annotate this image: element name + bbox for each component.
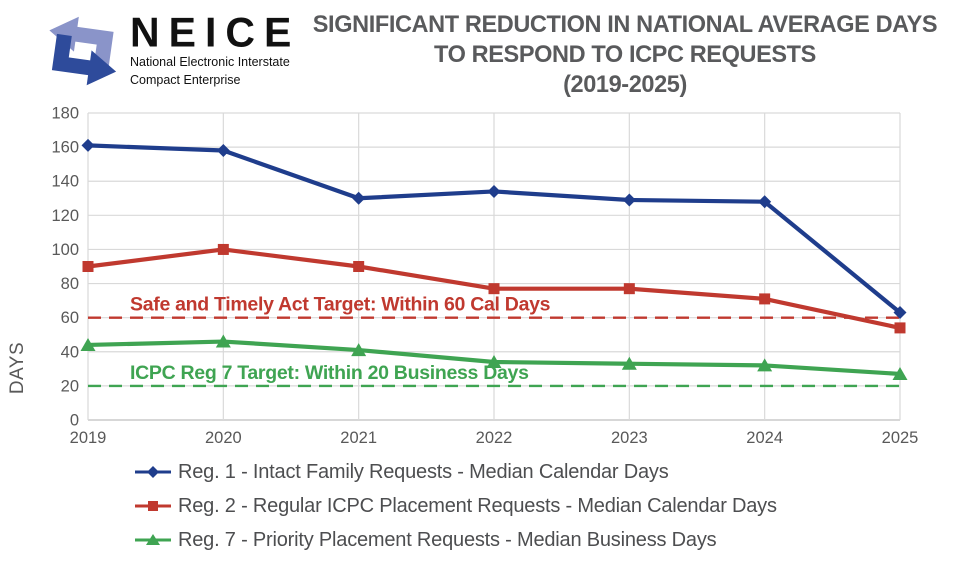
y-axis-ticks: 0 20 40 60 80 100 120 140 160 180 xyxy=(51,105,79,430)
neice-logo: NEICE National Electronic Interstate Com… xyxy=(38,6,300,94)
svg-text:2022: 2022 xyxy=(476,429,513,447)
chart-title: SIGNIFICANT REDUCTION IN NATIONAL AVERAG… xyxy=(292,10,958,100)
reference-line-label: ICPC Reg 7 Target: Within 20 Business Da… xyxy=(130,362,529,384)
svg-text:80: 80 xyxy=(61,275,79,293)
svg-text:40: 40 xyxy=(61,343,79,361)
svg-text:120: 120 xyxy=(51,207,79,225)
logo-wordmark: NEICE xyxy=(130,8,301,56)
chart-title-line1: SIGNIFICANT REDUCTION IN NATIONAL AVERAG… xyxy=(312,11,938,38)
legend-label-reg7: Reg. 7 - Priority Placement Requests - M… xyxy=(178,528,717,551)
logo-text: NEICE National Electronic Interstate Com… xyxy=(130,8,301,88)
x-axis-ticks: 2019 2020 2021 2022 2023 2024 2025 xyxy=(70,429,919,447)
reference-line: Safe and Timely Act Target: Within 60 Ca… xyxy=(88,294,900,319)
header: NEICE National Electronic Interstate Com… xyxy=(0,0,974,102)
legend-line-diamond-icon xyxy=(135,466,171,478)
svg-text:2023: 2023 xyxy=(611,429,648,447)
line-chart: 0 20 40 60 80 100 120 140 160 180 2019 2020 2021 2022… xyxy=(51,105,919,448)
svg-text:160: 160 xyxy=(51,139,79,157)
logo-arrow-light-head xyxy=(49,16,79,52)
series-1 xyxy=(81,138,907,320)
reference-line: ICPC Reg 7 Target: Within 20 Business Da… xyxy=(88,362,900,388)
chart-title-line3: (2019-2025) xyxy=(563,71,687,98)
svg-text:0: 0 xyxy=(70,412,79,430)
series-3 xyxy=(80,334,908,380)
svg-text:2019: 2019 xyxy=(70,429,107,447)
interlocking-arrows-icon xyxy=(49,16,117,86)
svg-text:2021: 2021 xyxy=(340,429,377,447)
svg-text:60: 60 xyxy=(61,309,79,327)
logo-subtitle-line1: National Electronic Interstate xyxy=(130,55,290,69)
legend-item-reg7: Reg. 7 - Priority Placement Requests - M… xyxy=(134,523,777,557)
svg-text:2024: 2024 xyxy=(746,429,783,447)
series-2 xyxy=(82,243,906,334)
svg-text:20: 20 xyxy=(61,377,79,395)
y-axis-title: DAYS xyxy=(7,341,28,395)
svg-text:2020: 2020 xyxy=(205,429,242,447)
logo-arrow-dark-head xyxy=(86,50,117,86)
legend-line-square-icon xyxy=(135,501,171,511)
logo-arrow-dark-shaft xyxy=(51,33,93,76)
svg-text:100: 100 xyxy=(51,241,79,259)
legend-item-reg1: Reg. 1 - Intact Family Requests - Median… xyxy=(134,455,777,489)
logo-arrow-light-shaft xyxy=(72,26,114,69)
reference-line-label: Safe and Timely Act Target: Within 60 Ca… xyxy=(130,294,551,316)
logo-subtitle-line2: Compact Enterprise xyxy=(130,73,241,87)
svg-text:180: 180 xyxy=(51,105,79,123)
chart-area: 0 20 40 60 80 100 120 140 160 180 2019 2020 2021 2022… xyxy=(0,105,974,455)
chart-title-line2: TO RESPOND TO ICPC REQUESTS xyxy=(434,41,816,68)
legend-label-reg1: Reg. 1 - Intact Family Requests - Median… xyxy=(178,460,669,483)
legend-label-reg2: Reg. 2 - Regular ICPC Placement Requests… xyxy=(178,494,777,517)
legend-item-reg2: Reg. 2 - Regular ICPC Placement Requests… xyxy=(134,489,777,523)
svg-text:140: 140 xyxy=(51,173,79,191)
legend: Reg. 1 - Intact Family Requests - Median… xyxy=(134,455,777,557)
legend-line-triangle-icon xyxy=(135,534,171,545)
svg-text:2025: 2025 xyxy=(882,429,919,447)
